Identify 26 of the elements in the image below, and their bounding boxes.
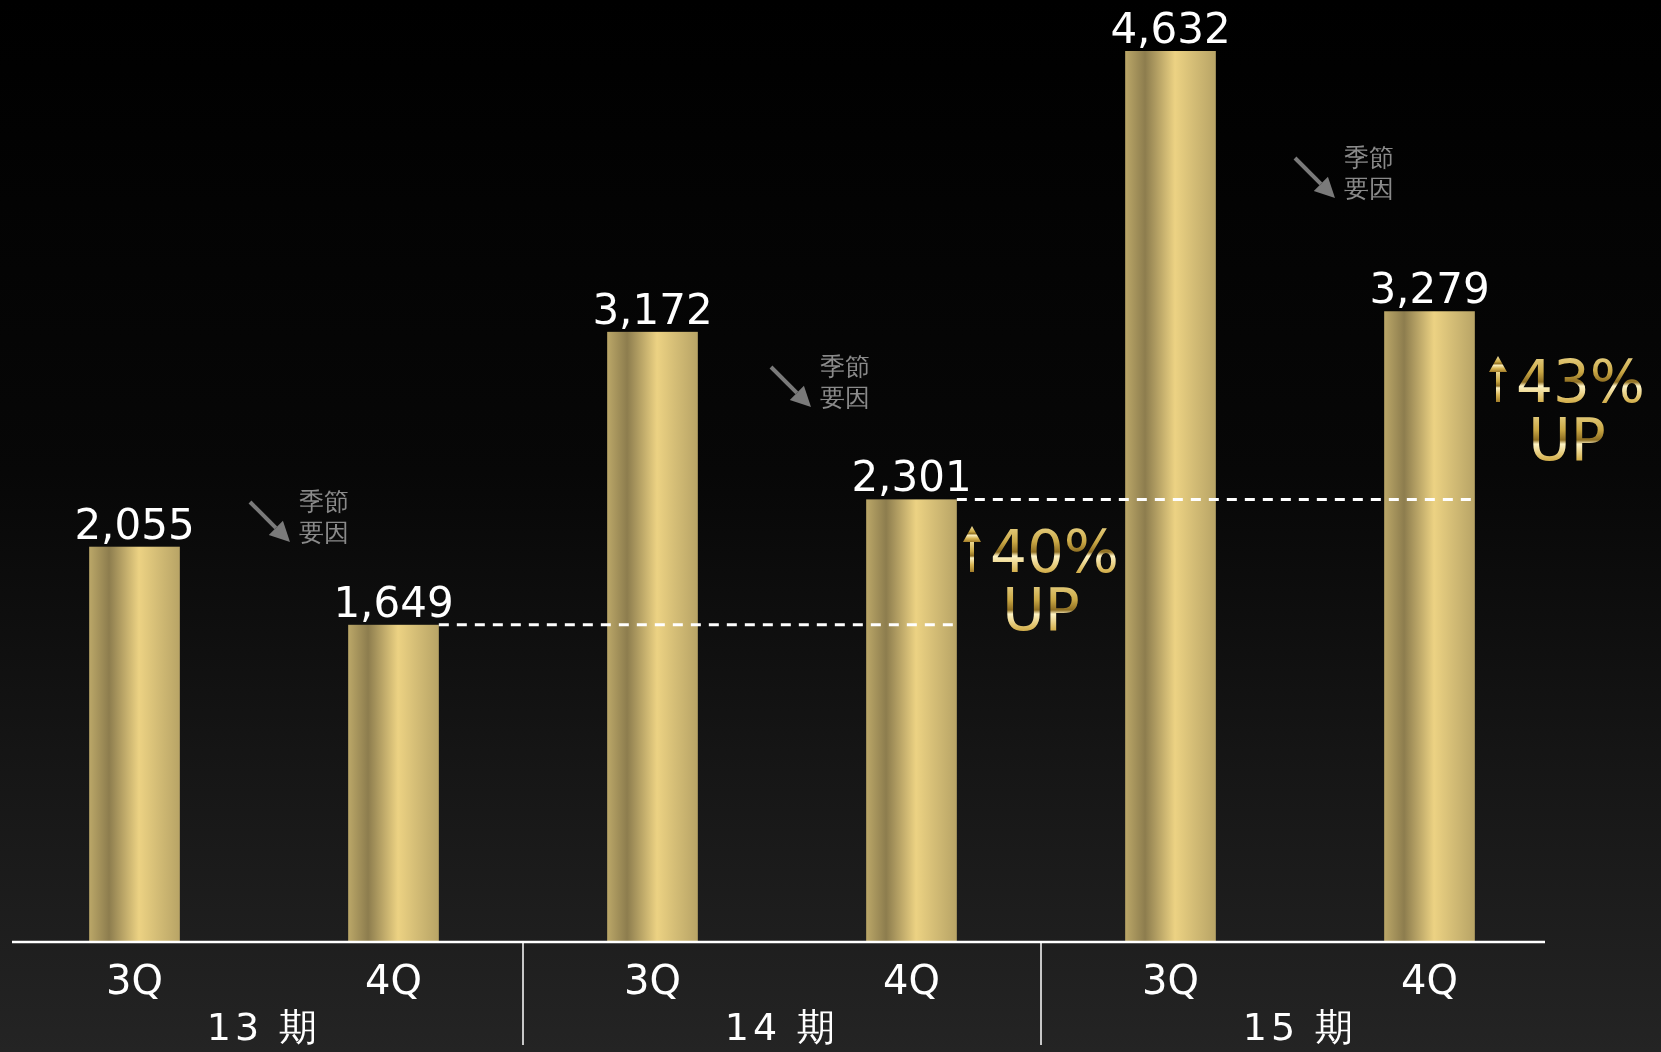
bar (607, 331, 698, 942)
annotation: 40% UP (990, 518, 1119, 644)
x-tick-label: 4Q (883, 957, 940, 1003)
text: 15 期 (1242, 1005, 1358, 1049)
annotation: 43% UP (1516, 348, 1645, 474)
x-tick-label: 4Q (365, 957, 422, 1003)
data-label: 3,279 (1369, 264, 1490, 314)
data-label: 2,055 (74, 499, 195, 549)
annotation: 季節要因 (1344, 143, 1394, 203)
text: 13 期 (206, 1005, 322, 1049)
data-label: 3,172 (592, 284, 713, 334)
x-tick-label: 4Q (1401, 957, 1458, 1003)
bar (89, 546, 180, 942)
data-label: 1,649 (333, 577, 454, 627)
bar (1384, 311, 1475, 942)
data-label: 2,301 (851, 452, 972, 502)
annotation: 季節要因 (299, 487, 349, 547)
bar (866, 499, 957, 942)
annotation: 季節要因 (820, 352, 870, 412)
x-tick-label: 3Q (1142, 957, 1199, 1003)
x-tick-label: 3Q (106, 957, 163, 1003)
bar (1125, 51, 1216, 942)
text: 14 期 (724, 1005, 840, 1049)
x-tick-label: 3Q (624, 957, 681, 1003)
bar (348, 624, 439, 942)
data-label: 4,632 (1110, 4, 1231, 53)
